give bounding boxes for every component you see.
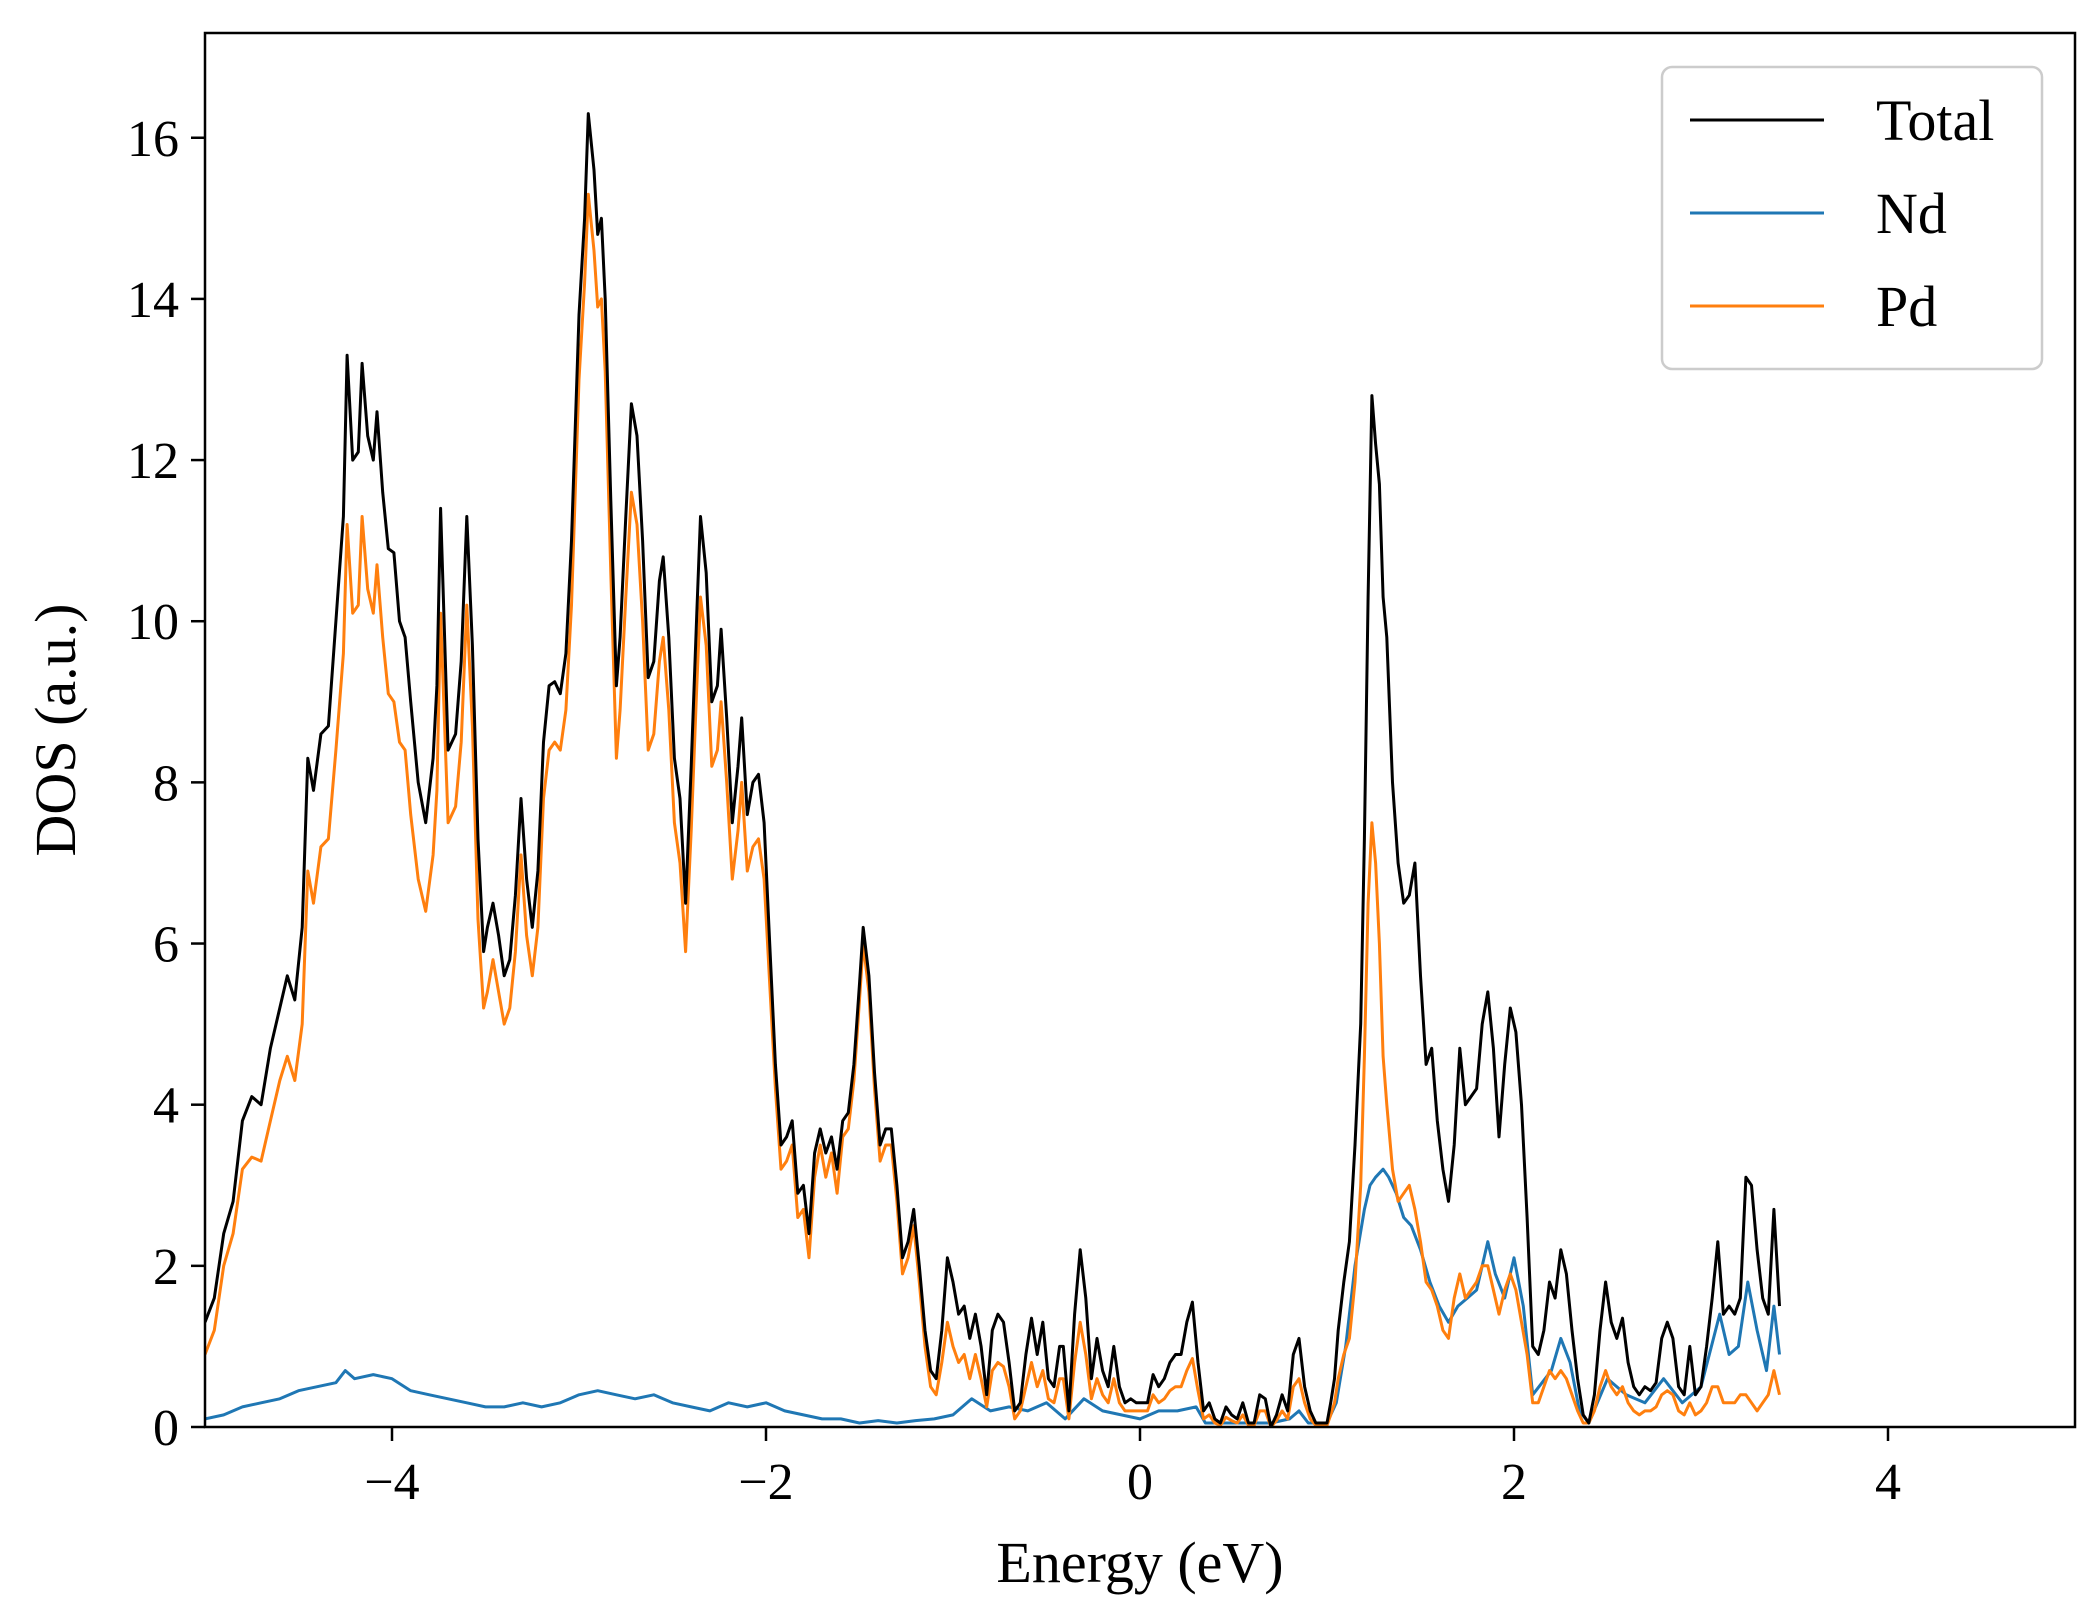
legend-label-total: Total — [1876, 88, 1994, 153]
legend-label-pd: Pd — [1876, 274, 1937, 339]
y-tick-label: 4 — [153, 1078, 179, 1135]
y-tick-label: 2 — [153, 1239, 179, 1296]
y-tick-label: 6 — [153, 917, 179, 974]
legend-label-nd: Nd — [1876, 181, 1947, 246]
y-axis-label: DOS (a.u.) — [23, 604, 88, 857]
y-tick-label: 8 — [153, 755, 179, 812]
series-line-nd — [205, 1167, 1781, 1425]
y-tick-label: 0 — [153, 1400, 179, 1457]
y-tick-label: 10 — [127, 594, 179, 651]
series-line-pd — [205, 192, 1781, 1427]
legend: Total Nd Pd — [1660, 65, 2044, 371]
x-tick-label: 0 — [1127, 1454, 1153, 1511]
x-axis-label: Energy (eV) — [996, 1530, 1283, 1595]
y-tick-label: 16 — [127, 111, 179, 168]
y-tick-label: 14 — [127, 272, 179, 329]
legend-box — [1660, 65, 2044, 371]
plot-series — [205, 112, 1781, 1427]
x-tick-label: −4 — [364, 1454, 419, 1511]
x-tick-label: 2 — [1501, 1454, 1527, 1511]
x-tick-label: −2 — [738, 1454, 793, 1511]
y-tick-label: 12 — [127, 433, 179, 490]
series-line-total — [205, 112, 1781, 1427]
x-tick-label: 4 — [1875, 1454, 1901, 1511]
y-axis-ticks: 0 2 4 6 8 10 12 14 16 — [127, 111, 205, 1457]
x-axis-ticks: −4 −2 0 2 4 — [364, 1427, 1901, 1511]
